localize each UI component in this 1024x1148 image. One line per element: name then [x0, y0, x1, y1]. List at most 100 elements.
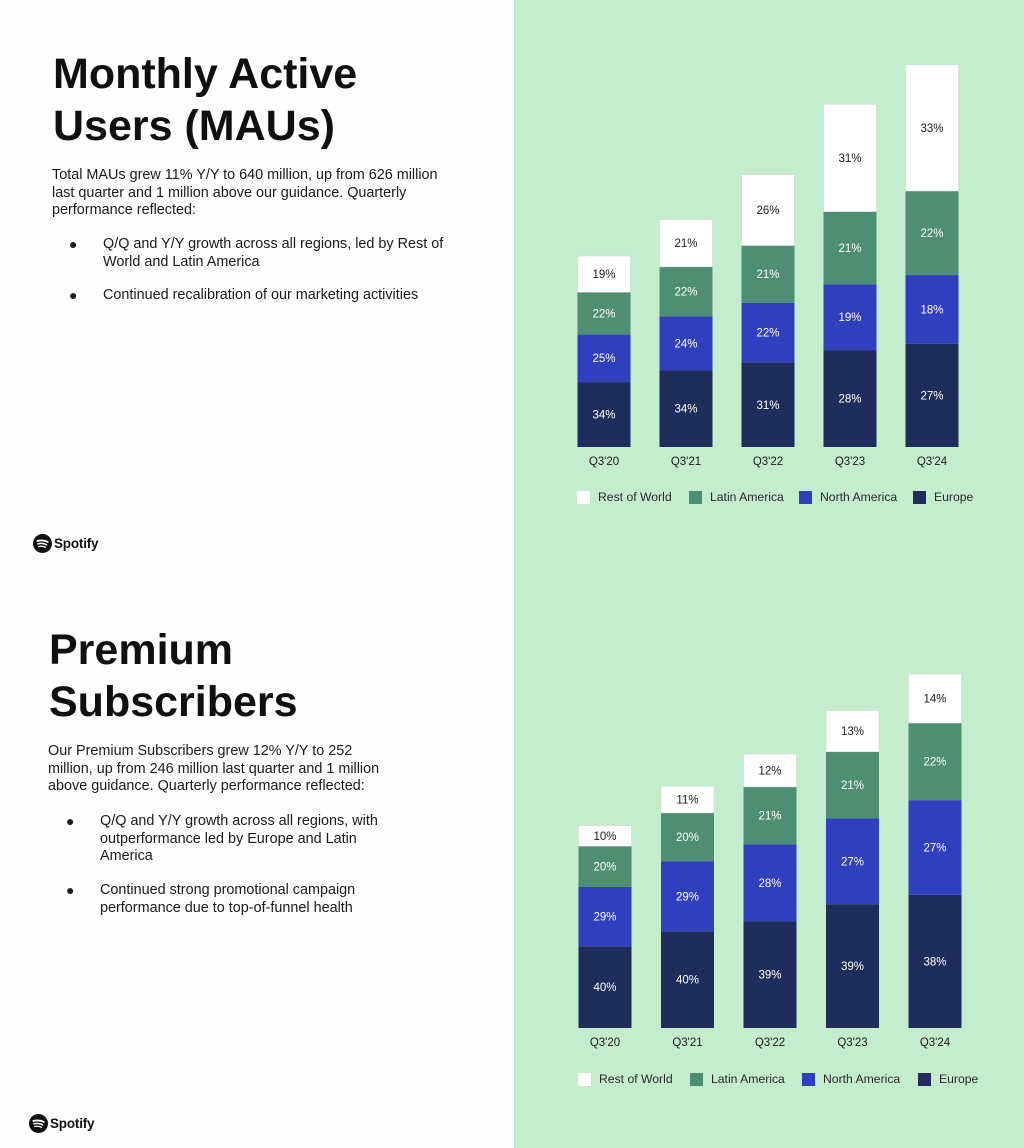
- data-label: 40%: [593, 982, 616, 994]
- data-label: 19%: [838, 312, 861, 324]
- x-tick-label: Q3'24: [917, 456, 948, 468]
- bar-segment-europe: [826, 904, 879, 1028]
- description: Our Premium Subscribers grew 12% Y/Y to …: [48, 743, 380, 795]
- legend-item-rest-of-world: Rest of World: [577, 490, 672, 504]
- spotify-icon: [33, 533, 52, 553]
- legend-label: North America: [820, 490, 898, 504]
- data-label: 38%: [923, 956, 946, 968]
- bar-segment-rest-of-world: [825, 710, 880, 753]
- data-label: 21%: [838, 243, 861, 255]
- bar-segment-latin-america: [741, 245, 795, 303]
- legend-item-europe: Europe: [913, 490, 973, 504]
- page-title: Premium Subscribers: [49, 624, 298, 728]
- mau-slide: Monthly Active Users (MAUs) Total MAUs g…: [0, 0, 1024, 574]
- legend-swatch: [802, 1072, 815, 1086]
- legend-swatch: [690, 1072, 703, 1086]
- bar-segment-latin-america: [743, 786, 797, 845]
- legend-swatch: [918, 1072, 931, 1086]
- bullet-text: Q/Q and Y/Y growth across all regions, w…: [100, 813, 378, 865]
- title-line-1: Premium: [49, 626, 234, 674]
- x-tick-label: Q3'22: [755, 1037, 785, 1049]
- bar-segment-latin-america: [908, 723, 962, 801]
- bullet-item: ● Continued strong promotional campaign …: [66, 882, 410, 917]
- data-label: 21%: [674, 238, 697, 250]
- x-tick-label: Q3'20: [589, 456, 619, 468]
- data-label: 20%: [593, 862, 616, 874]
- bar-segment-latin-america: [661, 812, 714, 862]
- data-label: 21%: [841, 780, 864, 792]
- title-line-2: Subscribers: [49, 678, 298, 726]
- data-label: 21%: [758, 811, 781, 823]
- legend-label: Rest of World: [598, 490, 672, 504]
- data-label: 29%: [676, 891, 699, 903]
- x-tick-label: Q3'21: [671, 456, 701, 468]
- premium-chart: 40% 29% 20% 10% Q3'20 40% 29% 20% 11% Q3'21 39% 28%…: [514, 574, 1024, 1148]
- data-label: 22%: [592, 308, 615, 320]
- legend-swatch: [689, 490, 702, 504]
- data-label: 19%: [592, 269, 615, 281]
- mau-stacked-bar-chart: 34% 25% 22% 19% Q3'20 34% 24% 22% 21% Q3'21 31% 22%…: [577, 64, 959, 468]
- bar-segment-north-america: [659, 316, 713, 371]
- bar-segment-europe: [905, 343, 959, 447]
- data-label: 31%: [838, 153, 861, 165]
- legend-swatch: [799, 490, 812, 504]
- bullet-dot-icon: ●: [66, 813, 75, 829]
- legend-item-europe: Europe: [918, 1072, 978, 1086]
- bullet-text: Q/Q and Y/Y growth across all regions, l…: [103, 236, 444, 270]
- data-label: 10%: [593, 831, 616, 843]
- page-title: Monthly Active Users (MAUs): [53, 48, 357, 152]
- data-label: 13%: [841, 726, 864, 738]
- legend-label: North America: [823, 1072, 901, 1086]
- bullet-dot-icon: ●: [66, 882, 75, 898]
- bar-segment-north-america: [741, 302, 795, 363]
- bullet-text: Continued strong promotional campaign pe…: [100, 882, 356, 916]
- bar-segment-rest-of-world: [823, 104, 877, 212]
- data-label: 33%: [920, 123, 943, 135]
- x-tick-label: Q3'22: [753, 456, 783, 468]
- premium-text-panel: Premium Subscribers Our Premium Subscrib…: [0, 574, 514, 1148]
- data-label: 27%: [920, 390, 943, 402]
- bar-segment-europe: [908, 894, 962, 1028]
- legend-item-latin-america: Latin America: [690, 1072, 785, 1086]
- bar-segment-north-america: [578, 886, 632, 947]
- mau-text-panel: Monthly Active Users (MAUs) Total MAUs g…: [0, 0, 514, 574]
- data-label: 26%: [756, 205, 779, 217]
- data-label: 18%: [920, 304, 943, 316]
- bar-segment-latin-america: [905, 191, 959, 276]
- legend-swatch: [913, 490, 926, 504]
- bullet-item: ● Q/Q and Y/Y growth across all regions,…: [66, 813, 410, 866]
- mau-chart-panel: 34% 25% 22% 19% Q3'20 34% 24% 22% 21% Q3'21 31% 22%…: [514, 0, 1024, 574]
- data-label: 14%: [923, 693, 946, 705]
- chart-legend: Rest of World Latin America North Americ…: [578, 1072, 1018, 1088]
- x-tick-label: Q3'21: [672, 1037, 702, 1049]
- bar-segment-north-america: [823, 284, 877, 351]
- logo-wordmark: Spotify: [50, 1115, 95, 1131]
- data-label: 22%: [920, 228, 943, 240]
- bar-segment-rest-of-world: [905, 64, 959, 192]
- spotify-icon: [29, 1113, 48, 1133]
- data-label: 22%: [674, 287, 697, 299]
- legend-item-rest-of-world: Rest of World: [578, 1072, 673, 1086]
- data-label: 24%: [674, 338, 697, 350]
- data-label: 39%: [841, 961, 864, 973]
- bullet-text: Continued recalibration of our marketing…: [103, 287, 419, 303]
- bar-segment-europe: [743, 921, 797, 1028]
- bar-segment-rest-of-world: [741, 174, 795, 246]
- legend-label: Latin America: [710, 490, 784, 504]
- data-label: 28%: [758, 878, 781, 890]
- bar-segment-north-america: [905, 275, 959, 344]
- legend-swatch: [577, 490, 590, 504]
- legend-label: Europe: [934, 490, 974, 504]
- logo-wordmark: Spotify: [54, 535, 99, 551]
- title-line-2: Users (MAUs): [53, 102, 335, 150]
- bar-segment-latin-america: [578, 846, 632, 887]
- x-tick-label: Q3'20: [590, 1037, 620, 1049]
- data-label: 11%: [676, 795, 698, 807]
- legend-swatch: [578, 1072, 591, 1086]
- data-label: 39%: [758, 970, 781, 982]
- legend-item-north-america: North America: [802, 1072, 900, 1086]
- data-label: 34%: [592, 410, 615, 422]
- bar-segment-rest-of-world: [659, 219, 713, 268]
- bullet-item: ● Continued recalibration of our marketi…: [69, 287, 458, 305]
- data-label: 40%: [676, 975, 699, 987]
